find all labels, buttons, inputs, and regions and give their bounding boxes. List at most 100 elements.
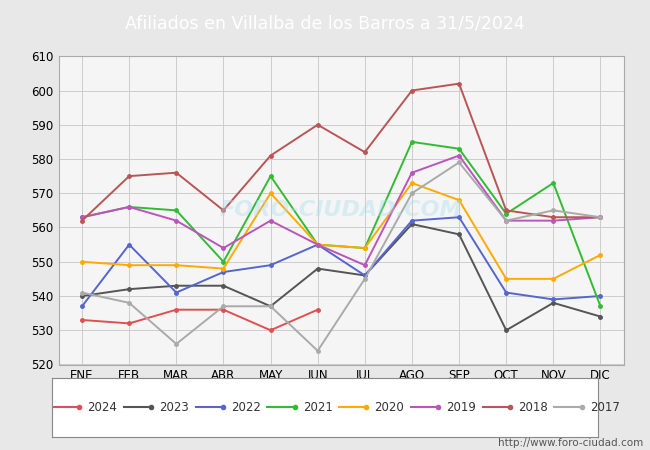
Text: 2024: 2024 bbox=[88, 401, 118, 414]
2020 bbox=[78, 259, 86, 265]
2021 bbox=[266, 173, 274, 179]
2019 bbox=[266, 218, 274, 223]
2024 bbox=[78, 317, 86, 323]
2020 bbox=[502, 276, 510, 282]
2023 bbox=[266, 304, 274, 309]
Text: Afiliados en Villalba de los Barros a 31/5/2024: Afiliados en Villalba de los Barros a 31… bbox=[125, 14, 525, 33]
2017 bbox=[125, 300, 133, 306]
2018 bbox=[314, 122, 322, 127]
2021 bbox=[361, 245, 369, 251]
2022 bbox=[502, 290, 510, 295]
2021 bbox=[597, 304, 604, 309]
2020 bbox=[314, 242, 322, 248]
2019 bbox=[549, 218, 557, 223]
2021 bbox=[314, 242, 322, 248]
2017 bbox=[172, 341, 180, 346]
Text: http://www.foro-ciudad.com: http://www.foro-ciudad.com bbox=[499, 438, 644, 448]
2019 bbox=[502, 218, 510, 223]
Line: 2023: 2023 bbox=[81, 222, 602, 332]
2021 bbox=[78, 215, 86, 220]
2022 bbox=[361, 273, 369, 278]
2021 bbox=[125, 204, 133, 210]
2019 bbox=[455, 153, 463, 158]
2020 bbox=[455, 198, 463, 203]
2023 bbox=[455, 232, 463, 237]
Text: 2023: 2023 bbox=[159, 401, 189, 414]
2020 bbox=[549, 276, 557, 282]
2019 bbox=[172, 218, 180, 223]
2022 bbox=[125, 242, 133, 248]
Line: 2020: 2020 bbox=[81, 181, 602, 281]
2023 bbox=[361, 273, 369, 278]
2017 bbox=[597, 215, 604, 220]
Text: 2019: 2019 bbox=[447, 401, 476, 414]
2024 bbox=[172, 307, 180, 312]
2019 bbox=[314, 242, 322, 248]
2017 bbox=[314, 348, 322, 354]
2018 bbox=[172, 170, 180, 176]
Text: 2020: 2020 bbox=[374, 401, 404, 414]
2023 bbox=[172, 283, 180, 288]
2023 bbox=[220, 283, 228, 288]
2020 bbox=[408, 180, 416, 186]
2022 bbox=[408, 218, 416, 223]
2019 bbox=[361, 262, 369, 268]
Line: 2021: 2021 bbox=[81, 140, 602, 308]
2021 bbox=[455, 146, 463, 151]
2018 bbox=[502, 207, 510, 213]
2018 bbox=[220, 207, 228, 213]
2023 bbox=[125, 287, 133, 292]
2017 bbox=[220, 304, 228, 309]
2019 bbox=[597, 215, 604, 220]
2022 bbox=[220, 269, 228, 274]
2022 bbox=[78, 304, 86, 309]
2023 bbox=[549, 300, 557, 306]
2018 bbox=[125, 173, 133, 179]
2019 bbox=[408, 170, 416, 176]
2023 bbox=[314, 266, 322, 271]
2018 bbox=[361, 149, 369, 155]
2020 bbox=[361, 245, 369, 251]
2019 bbox=[125, 204, 133, 210]
2020 bbox=[172, 262, 180, 268]
Line: 2024: 2024 bbox=[81, 308, 319, 332]
2020 bbox=[266, 190, 274, 196]
2022 bbox=[549, 297, 557, 302]
2024 bbox=[314, 307, 322, 312]
Text: 2018: 2018 bbox=[518, 401, 548, 414]
Line: 2018: 2018 bbox=[81, 82, 602, 222]
2017 bbox=[502, 218, 510, 223]
2022 bbox=[597, 293, 604, 299]
2021 bbox=[502, 211, 510, 216]
2023 bbox=[78, 293, 86, 299]
2018 bbox=[549, 215, 557, 220]
2022 bbox=[455, 215, 463, 220]
Text: FORO-CIUDAD.COM: FORO-CIUDAD.COM bbox=[220, 200, 463, 220]
Text: 2022: 2022 bbox=[231, 401, 261, 414]
2018 bbox=[78, 218, 86, 223]
2023 bbox=[408, 221, 416, 227]
2020 bbox=[597, 252, 604, 257]
Line: 2019: 2019 bbox=[81, 154, 602, 267]
2017 bbox=[408, 190, 416, 196]
Line: 2022: 2022 bbox=[81, 216, 602, 308]
2023 bbox=[502, 328, 510, 333]
2021 bbox=[549, 180, 557, 186]
2018 bbox=[455, 81, 463, 86]
2021 bbox=[408, 139, 416, 144]
2017 bbox=[361, 276, 369, 282]
2022 bbox=[172, 290, 180, 295]
2017 bbox=[266, 304, 274, 309]
2018 bbox=[597, 215, 604, 220]
2020 bbox=[125, 262, 133, 268]
Line: 2017: 2017 bbox=[81, 161, 602, 352]
2022 bbox=[266, 262, 274, 268]
2022 bbox=[314, 242, 322, 248]
2021 bbox=[220, 259, 228, 265]
2019 bbox=[78, 215, 86, 220]
2023 bbox=[597, 314, 604, 319]
2020 bbox=[220, 266, 228, 271]
2024 bbox=[266, 328, 274, 333]
2017 bbox=[455, 160, 463, 165]
2018 bbox=[408, 88, 416, 93]
